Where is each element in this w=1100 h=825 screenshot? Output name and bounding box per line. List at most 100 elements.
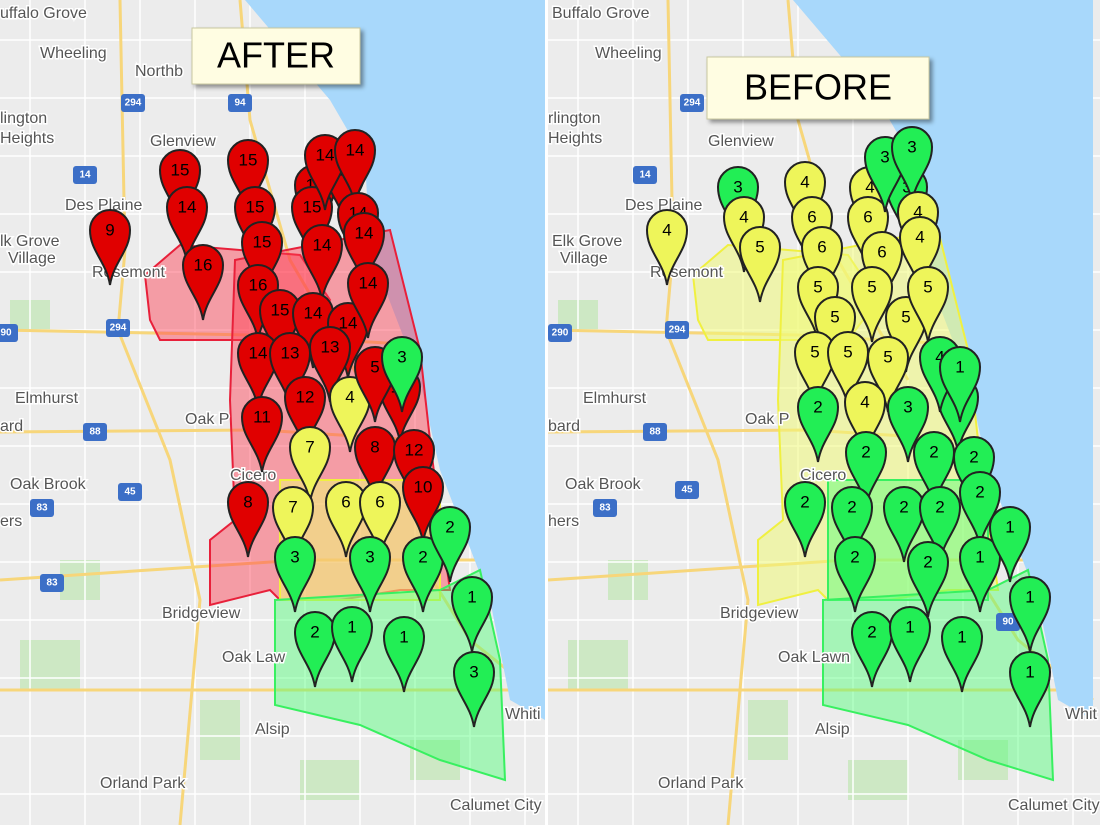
highway-number: 88 — [89, 427, 101, 438]
pin — [958, 536, 1002, 613]
pin-label: 2 — [929, 442, 938, 461]
pin — [401, 466, 445, 543]
pin-label: 2 — [418, 547, 427, 566]
lake — [245, 0, 545, 720]
place-label: bard — [548, 418, 580, 435]
highway-shield — [228, 94, 252, 112]
after-panel: uffalo Grove Wheeling Northb lington Heights… — [0, 0, 545, 825]
highway-shield — [118, 483, 142, 501]
pin — [890, 126, 934, 203]
pin-label: 2 — [923, 552, 932, 571]
place-label: Village — [8, 250, 56, 267]
pin-label: 8 — [243, 492, 252, 511]
highway-shield — [593, 499, 617, 517]
place-label: lington — [0, 110, 47, 127]
pin-label: 4 — [800, 172, 809, 191]
place-label: Whiti — [505, 706, 541, 723]
place-label: Oak Law — [222, 649, 286, 666]
place-label: Des Plaine — [625, 197, 702, 214]
place-label: lk Grove — [0, 233, 60, 250]
place-label: ers — [0, 513, 22, 530]
pin-label: 4 — [662, 220, 671, 239]
place-label: rlington — [548, 110, 600, 127]
highway — [116, 0, 202, 825]
pin — [844, 431, 888, 508]
place-label: Elmhurst — [583, 390, 647, 407]
pin — [271, 486, 315, 563]
pin — [324, 481, 368, 558]
pin — [181, 244, 225, 321]
highway-shield — [643, 423, 667, 441]
place-label: Glenview — [708, 133, 774, 150]
pin-label: 1 — [1005, 517, 1014, 536]
pin — [833, 536, 877, 613]
highway-number: 94 — [234, 98, 246, 109]
pin — [88, 209, 132, 286]
place-label: Village — [560, 250, 608, 267]
place-label: Bridgeview — [162, 605, 241, 622]
highway-shield — [0, 324, 18, 342]
park — [608, 560, 648, 600]
pin — [866, 336, 910, 413]
pin-label: 5 — [923, 277, 932, 296]
pin-label: 4 — [739, 207, 748, 226]
pin-label: 3 — [397, 347, 406, 366]
pin-label: 1 — [905, 617, 914, 636]
pin-label: 3 — [290, 547, 299, 566]
pin-label: 5 — [370, 357, 379, 376]
pin-label: 2 — [850, 547, 859, 566]
pin — [826, 331, 870, 408]
highway-shield — [30, 499, 54, 517]
pin-label: 6 — [863, 207, 872, 226]
pin — [988, 506, 1032, 583]
pin-label: 15 — [246, 197, 265, 216]
highway-shield — [675, 481, 699, 499]
pin — [800, 226, 844, 303]
pin — [300, 224, 344, 301]
highway-number: 294 — [684, 98, 701, 109]
pin — [380, 336, 424, 413]
highway-number: 83 — [46, 578, 58, 589]
pin — [226, 481, 270, 558]
pin — [258, 289, 302, 366]
park — [568, 640, 628, 690]
pin-label: 14 — [316, 145, 335, 164]
pin-label: 12 — [296, 387, 315, 406]
pin-label: 2 — [813, 397, 822, 416]
pin — [940, 616, 984, 693]
place-label: Calumet City — [1008, 797, 1100, 814]
park — [748, 700, 788, 760]
pin-label: 1 — [975, 547, 984, 566]
place-label: Elmhurst — [15, 390, 79, 407]
pin — [793, 331, 837, 408]
park — [60, 560, 100, 600]
pin — [273, 536, 317, 613]
place-label: Heights — [548, 130, 602, 147]
pin-label: 2 — [847, 497, 856, 516]
pin-label: 11 — [253, 407, 271, 426]
pin-label: 15 — [253, 232, 272, 251]
highway-shield — [633, 166, 657, 184]
highway-shield — [996, 613, 1020, 631]
highway-number: 45 — [681, 485, 693, 496]
pin — [342, 212, 386, 289]
pin-label: 1 — [957, 627, 966, 646]
pin — [912, 431, 956, 508]
highway-number: 83 — [36, 503, 48, 514]
pin-label: 6 — [341, 492, 350, 511]
place-label: Cicero — [230, 467, 276, 484]
place-label: Elk Grove — [552, 233, 622, 250]
pin-label: 1 — [467, 587, 476, 606]
pin-label: 14 — [346, 140, 365, 159]
pin — [898, 216, 942, 293]
place-label: Des Plaine — [65, 197, 142, 214]
pin-label: 16 — [249, 275, 268, 294]
pin-label: 2 — [899, 497, 908, 516]
before-panel: Buffalo Grove Wheeling rlington Heights Glen… — [548, 0, 1100, 825]
pin-label: 4 — [860, 392, 869, 411]
pin — [382, 616, 426, 693]
pin-label: 2 — [935, 497, 944, 516]
pin — [288, 426, 332, 503]
place-label: Orland Park — [100, 775, 186, 792]
pin-label: 3 — [733, 177, 742, 196]
